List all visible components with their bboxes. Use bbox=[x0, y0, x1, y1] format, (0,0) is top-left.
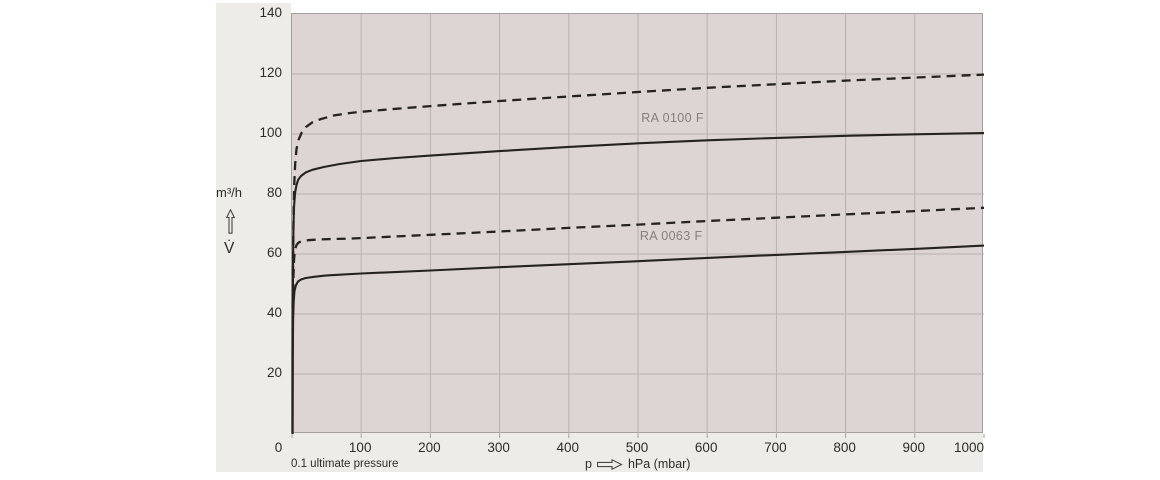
x-tick-label-1000: 1000 bbox=[953, 440, 985, 455]
x-tick-label-600: 600 bbox=[694, 440, 718, 455]
x-tick-label-700: 700 bbox=[764, 440, 787, 455]
x-tick-label-400: 400 bbox=[556, 440, 580, 455]
curve-label-ra-0100-f: RA 0100 F bbox=[641, 111, 704, 126]
curve-ra-0100-f-dashed bbox=[291, 73, 985, 276]
y-tick-label-120: 120 bbox=[259, 65, 282, 80]
y-axis-symbol: V̇ bbox=[224, 240, 235, 257]
x-tick-label-0: 0 bbox=[274, 440, 283, 455]
y-tick-label-100: 100 bbox=[259, 125, 282, 140]
curve-label-ra-0063-f: RA 0063 F bbox=[639, 229, 703, 244]
chart-margin-left bbox=[216, 3, 291, 472]
x-tick-label-800: 800 bbox=[833, 440, 856, 455]
x-axis-unit: hPa (mbar) bbox=[627, 457, 691, 471]
y-tick-label-40: 40 bbox=[266, 305, 282, 320]
x-tick-label-500: 500 bbox=[625, 440, 649, 455]
x-tick-label-300: 300 bbox=[487, 440, 510, 455]
up-arrow-icon bbox=[226, 209, 235, 234]
right-arrow-icon bbox=[596, 459, 623, 470]
y-tick-label-140: 140 bbox=[259, 5, 282, 20]
x-tick-label-900: 900 bbox=[902, 440, 926, 455]
flow-rate-chart: m³/h V̇ 140 120 100 80 60 40 20 0 100 200 300 400 5… bbox=[216, 3, 985, 472]
plot-area: RA 0100 F RA 0063 F bbox=[291, 13, 985, 438]
plot-canvas bbox=[291, 14, 985, 438]
y-tick-label-80: 80 bbox=[266, 185, 282, 200]
y-tick-label-20: 20 bbox=[266, 365, 282, 380]
x-axis-symbol: p bbox=[585, 457, 592, 471]
curve-ra-0063-f-solid bbox=[291, 244, 985, 435]
x-axis-label-block: p hPa (mbar) bbox=[585, 458, 690, 471]
y-axis-unit-block: m³/h V̇ bbox=[216, 186, 260, 257]
y-tick-label-60: 60 bbox=[266, 245, 282, 260]
ultimate-pressure-note: 0.1 ultimate pressure bbox=[291, 458, 399, 470]
x-tick-label-200: 200 bbox=[418, 440, 441, 455]
x-tick-label-100: 100 bbox=[348, 440, 372, 455]
curve-ra-0063-f-dashed bbox=[291, 206, 985, 309]
curve-ra-0100-f-solid bbox=[291, 132, 985, 435]
y-axis-unit: m³/h bbox=[216, 185, 242, 200]
